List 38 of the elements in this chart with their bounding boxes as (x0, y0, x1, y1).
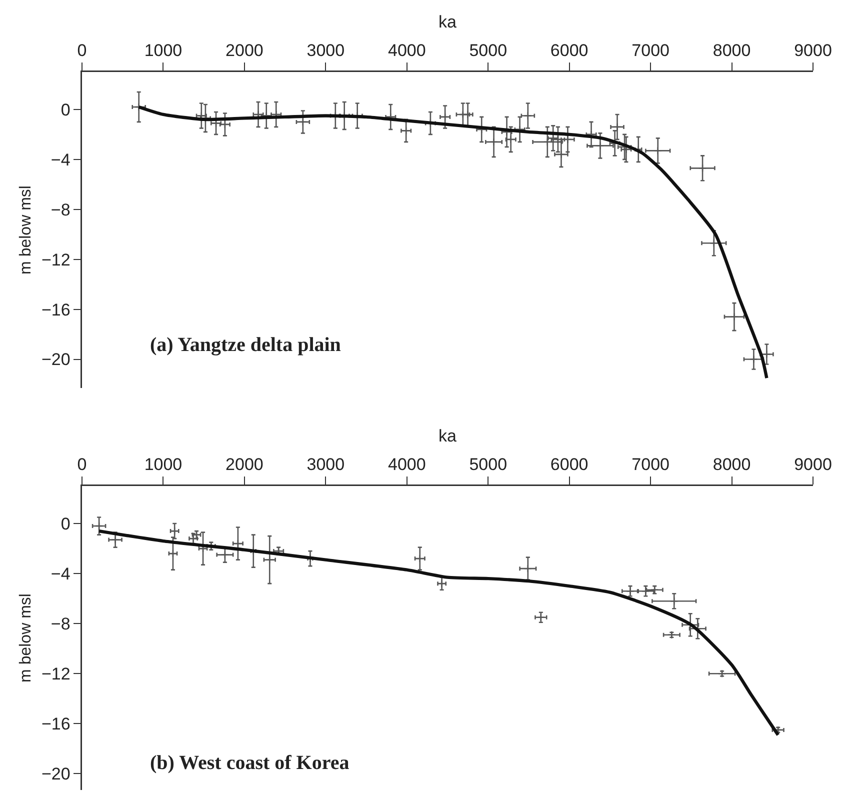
x-tick-label: 8000 (712, 454, 751, 474)
x-axis-title: ka (438, 426, 458, 446)
x-tick-label: 5000 (469, 40, 508, 60)
x-tick-label: 7000 (632, 454, 670, 474)
x-tick-label: 5000 (469, 454, 508, 474)
x-tick-label: 3000 (306, 454, 345, 474)
y-axis-title: m below msl (18, 186, 35, 274)
x-tick-label: 2000 (226, 454, 264, 474)
x-tick-label: 1000 (144, 454, 182, 474)
y-tick-label: −16 (41, 300, 70, 320)
y-tick-label: −8 (50, 200, 70, 220)
x-tick-label: 9000 (794, 40, 832, 60)
y-tick-label: −20 (41, 350, 70, 370)
y-tick-label: −12 (41, 250, 70, 270)
x-tick-label: 0 (77, 454, 87, 474)
x-tick-label: 2000 (226, 40, 264, 60)
x-tick-label: 1000 (144, 40, 182, 60)
y-tick-label: −4 (50, 150, 70, 170)
y-tick-label: −16 (41, 714, 70, 734)
x-tick-label: 4000 (388, 454, 426, 474)
x-tick-label: 3000 (306, 40, 345, 60)
x-tick-label: 0 (77, 40, 87, 60)
y-tick-label: −20 (41, 764, 70, 784)
y-tick-label: 0 (60, 100, 70, 120)
x-tick-label: 8000 (712, 40, 751, 60)
x-tick-label: 9000 (794, 454, 832, 474)
y-tick-label: 0 (60, 514, 70, 534)
annotation: (b) West coast of Korea (150, 752, 350, 774)
x-tick-label: 4000 (388, 40, 426, 60)
x-tick-label: 7000 (632, 40, 670, 60)
annotation: (a) Yangtze delta plain (150, 334, 341, 356)
x-tick-label: 6000 (550, 40, 588, 60)
y-tick-label: −12 (41, 664, 70, 684)
x-axis-title: ka (438, 12, 458, 32)
y-tick-label: −4 (50, 564, 70, 584)
y-axis-title: m below msl (18, 594, 35, 682)
y-tick-label: −8 (50, 614, 70, 634)
x-tick-label: 6000 (550, 454, 588, 474)
